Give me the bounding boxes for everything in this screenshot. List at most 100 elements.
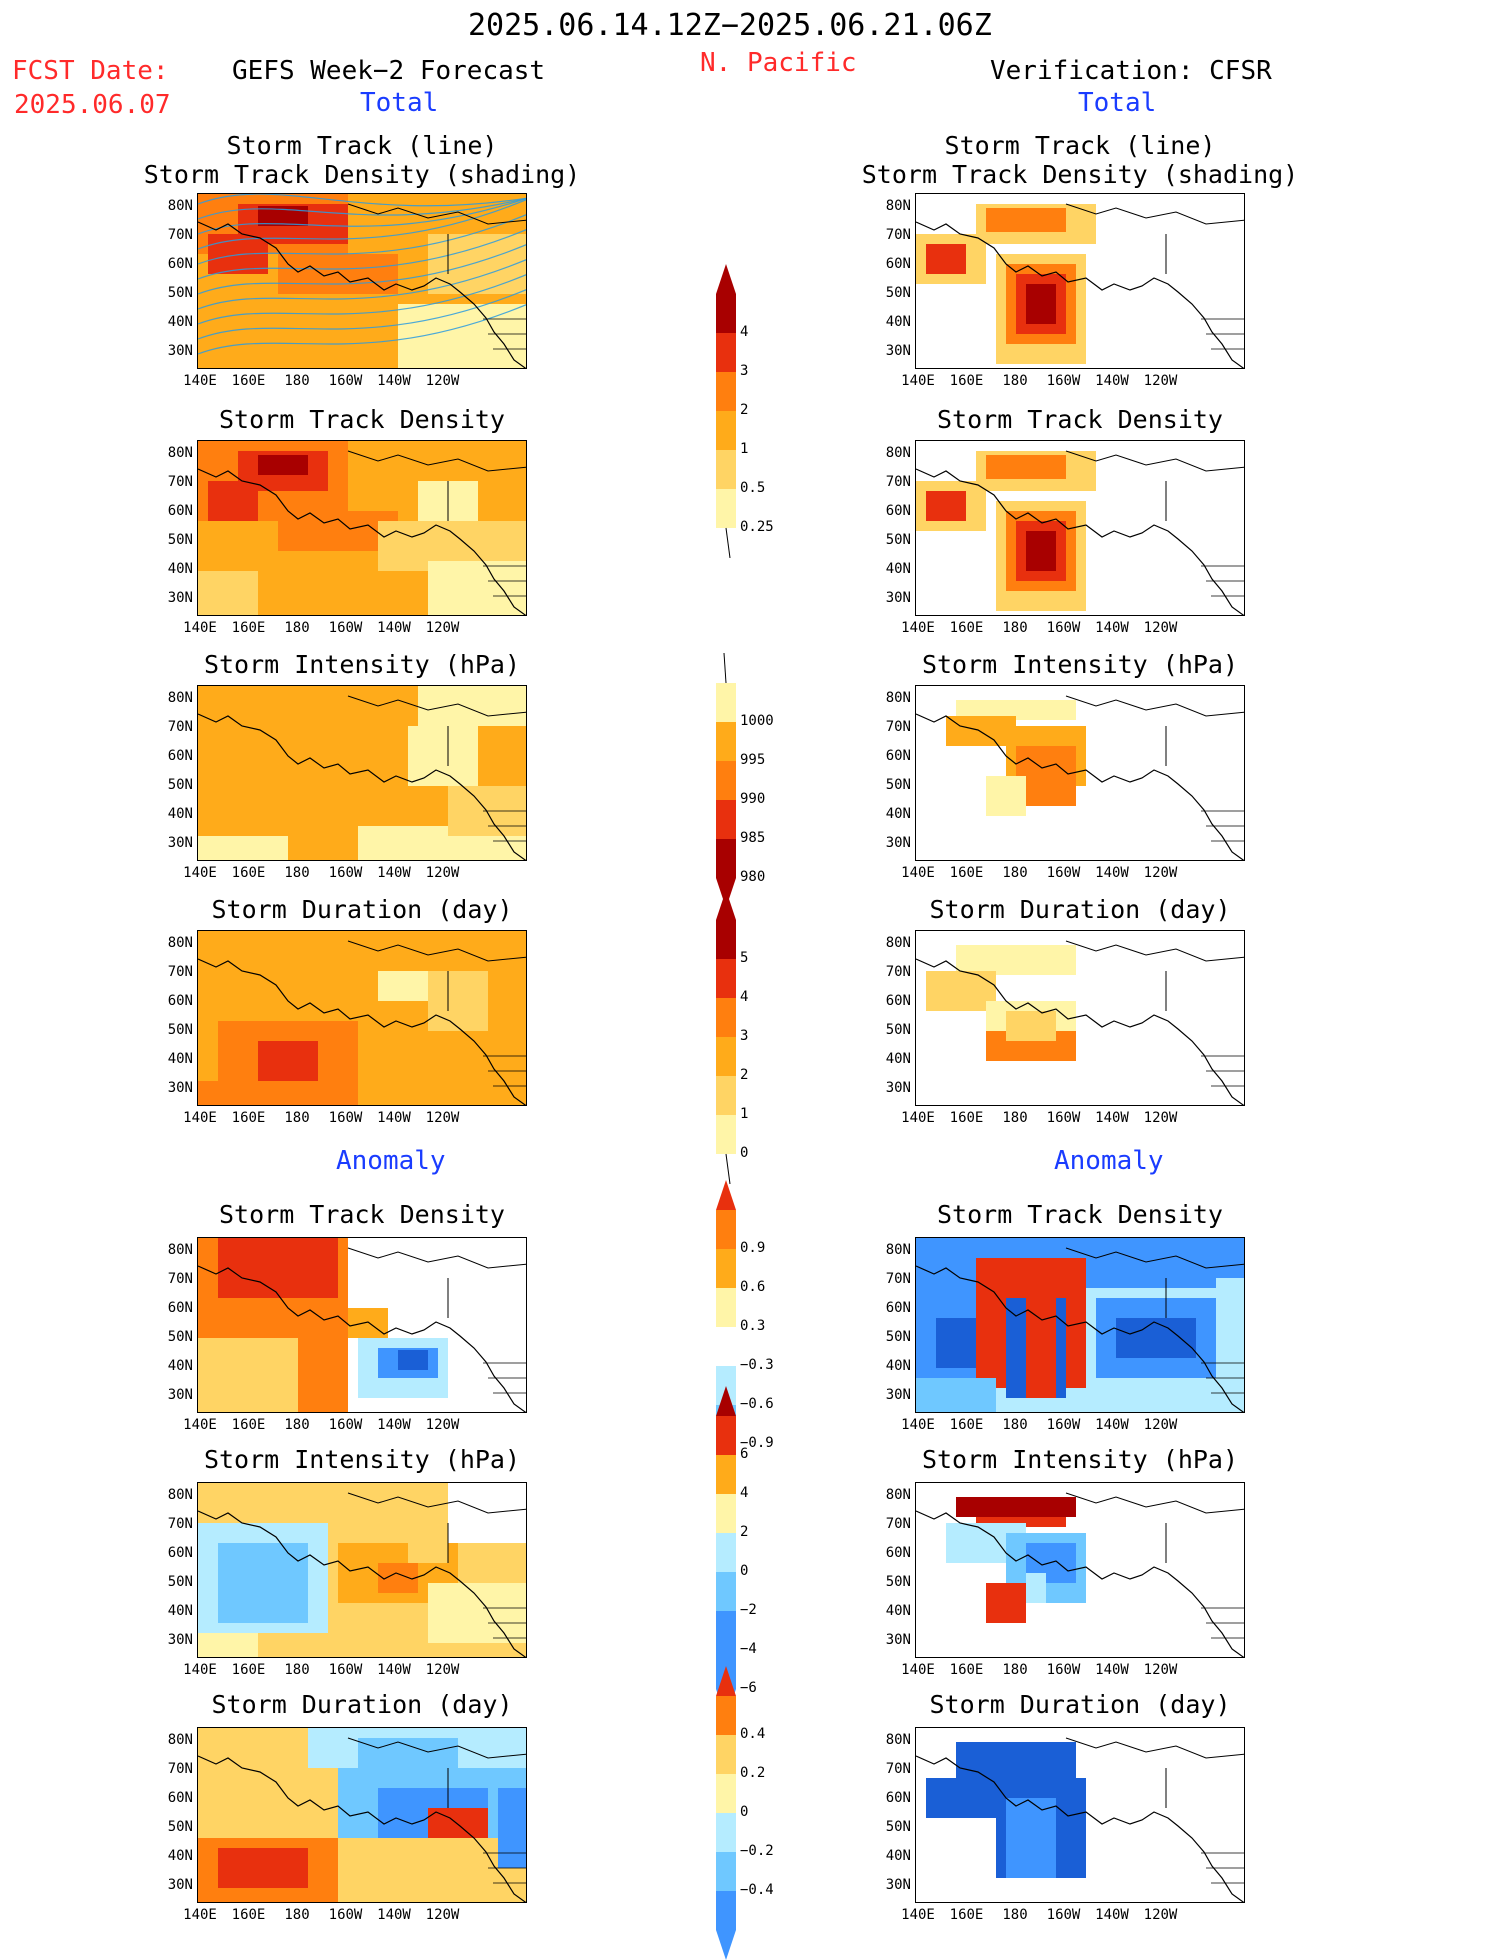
total-label-right: Total [1078, 88, 1157, 118]
lat-tick-label: 40N [885, 561, 911, 577]
colorbar-tick-label: 0.25 [740, 519, 774, 535]
lat-tick-label: 30N [885, 1387, 911, 1403]
lon-tick-label: 140E [183, 1417, 217, 1433]
field-cell [986, 776, 1026, 816]
colorbar-arrow-top [716, 1386, 736, 1416]
total-label-left: Total [360, 88, 439, 118]
lon-tick-label: 160W [328, 1110, 363, 1126]
map-panel [197, 1237, 527, 1413]
anomaly-label-left: Anomaly [336, 1146, 446, 1176]
storm-track-line [198, 214, 526, 265]
lon-tick-label: 160E [231, 1662, 266, 1678]
border-line-us [1201, 1055, 1244, 1087]
coastline [198, 468, 526, 615]
storm-track-line [198, 197, 526, 220]
map-panel [915, 930, 1245, 1106]
panel-title: Storm Intensity (hPa) [102, 1445, 622, 1474]
colorbar-tick-label: −0.4 [740, 1882, 774, 1898]
lat-tick-label: 30N [167, 835, 193, 851]
colorbar-segment [716, 839, 736, 878]
panel-title: Storm Track (line) Storm Track Density (s… [102, 131, 622, 189]
lon-tick-label: 180 [284, 373, 310, 389]
panel-title: Storm Intensity (hPa) [820, 650, 1340, 679]
border-line-us [483, 565, 526, 597]
lat-tick-label: 80N [167, 1487, 193, 1503]
lat-tick-label: 70N [885, 474, 911, 490]
lat-tick-label: 80N [885, 445, 911, 461]
lat-tick-label: 50N [167, 777, 193, 793]
field-cell [986, 455, 1066, 479]
lon-tick-label: 140E [901, 1417, 935, 1433]
coastline-north [1065, 203, 1244, 225]
coastline-north [347, 1247, 526, 1269]
panel-title: Storm Track Density [820, 1200, 1340, 1229]
map-panel [197, 930, 527, 1106]
panel-title: Storm Duration (day) [102, 1690, 622, 1719]
lat-tick-label: 50N [885, 532, 911, 548]
lat-tick-label: 50N [167, 1329, 193, 1345]
lon-tick-label: 160E [949, 865, 984, 881]
coastline-north [1065, 1492, 1244, 1514]
field-cell [258, 455, 308, 475]
lat-tick-label: 70N [167, 719, 193, 735]
field-cell [1026, 1298, 1056, 1398]
map-panel [197, 1482, 527, 1658]
panel-title: Storm Duration (day) [102, 895, 622, 924]
lat-tick-label: 30N [885, 835, 911, 851]
anomaly-label-right: Anomaly [1054, 1146, 1164, 1176]
colorbar-duration [716, 890, 736, 1184]
field-cell [956, 1497, 1076, 1517]
lon-tick-label: 140W [1095, 373, 1129, 389]
colorbar-segment [716, 761, 736, 800]
lat-tick-label: 30N [167, 1877, 193, 1893]
map-panel [197, 1727, 527, 1903]
lon-tick-label: 140W [1095, 1417, 1129, 1433]
forecast-title: GEFS Week−2 Forecast [232, 56, 546, 86]
lon-tick-label: 180 [284, 1417, 310, 1433]
colorbar-segment [716, 1696, 736, 1735]
field-cell [358, 1738, 458, 1768]
lon-tick-label: 120W [1143, 1662, 1178, 1678]
colorbar-segment [716, 1115, 736, 1154]
colorbar-tick-label: 4 [740, 324, 749, 340]
lon-tick-label: 140E [901, 373, 935, 389]
colorbar-segment [716, 722, 736, 761]
date-range-title: 2025.06.14.12Z−2025.06.21.06Z [468, 8, 992, 43]
lat-tick-label: 70N [885, 1761, 911, 1777]
lat-tick-label: 50N [167, 1574, 193, 1590]
field-cell [258, 206, 308, 226]
lat-tick-label: 70N [885, 719, 911, 735]
lon-tick-label: 160W [328, 1907, 363, 1923]
panel-title-line: Storm Track Density [937, 405, 1223, 434]
colorbar-tick-label: −6 [740, 1680, 757, 1696]
panel-title: Storm Duration (day) [820, 895, 1340, 924]
map-panel [915, 440, 1245, 616]
panel-title-line: Storm Track (line) [226, 131, 498, 160]
colorbar-segment [716, 372, 736, 411]
panel-title-line: Storm Intensity (hPa) [203, 650, 521, 679]
lat-tick-label: 40N [885, 1051, 911, 1067]
coastline-north [347, 695, 526, 717]
lon-tick-label: 140W [1095, 1907, 1129, 1923]
lon-tick-label: 140E [901, 620, 935, 636]
lat-tick-label: 40N [885, 1358, 911, 1374]
colorbar-segment [716, 1210, 736, 1249]
field-cell [198, 836, 288, 860]
lon-tick-label: 140W [377, 1662, 411, 1678]
coastline [916, 221, 1244, 368]
lon-tick-label: 140W [377, 1110, 411, 1126]
colorbar-segment [716, 1366, 736, 1405]
colorbar-tick-label: 3 [740, 1028, 749, 1044]
lat-tick-label: 50N [885, 1022, 911, 1038]
lon-tick-label: 160E [231, 1907, 266, 1923]
panel-title-line: Storm Duration (day) [929, 1690, 1231, 1719]
lat-tick-label: 60N [885, 503, 911, 519]
field-cell [986, 208, 1066, 232]
panel-title-line: Storm Duration (day) [929, 895, 1231, 924]
field-cell [986, 1583, 1026, 1623]
colorbar-tick-label: 4 [740, 1485, 749, 1501]
field-cell [926, 244, 966, 274]
lon-tick-label: 160W [328, 1417, 363, 1433]
lon-tick-label: 180 [284, 1110, 310, 1126]
colorbar-tick-label: 0.6 [740, 1279, 766, 1295]
